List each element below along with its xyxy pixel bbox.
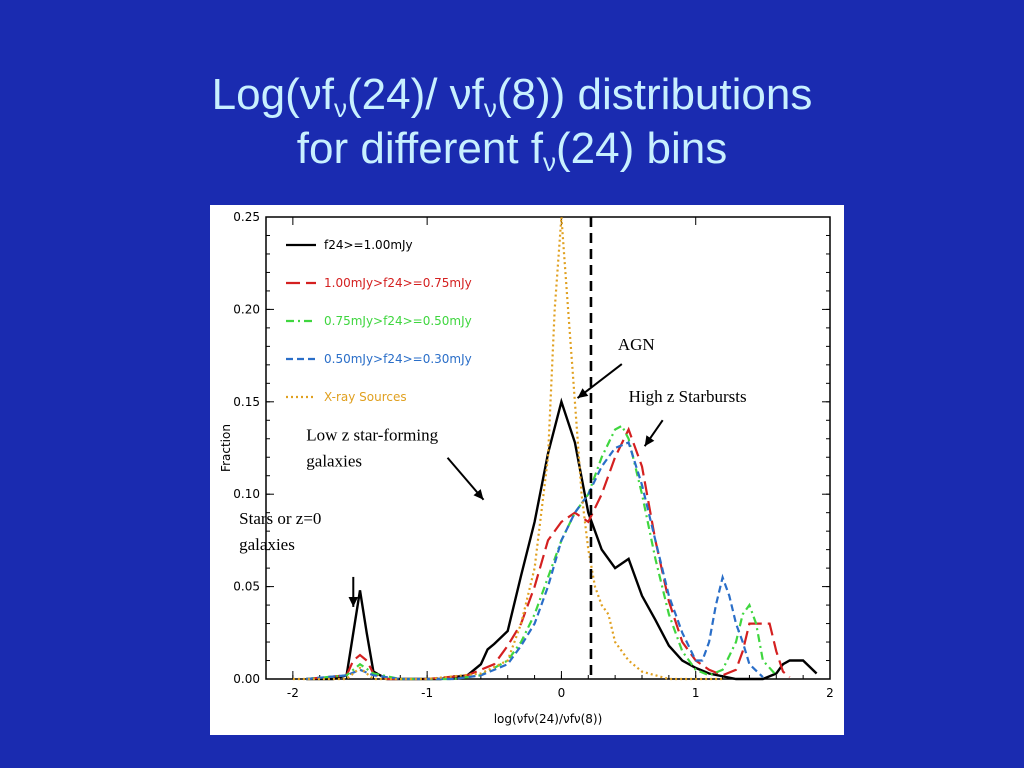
annotation-text-2: Low z star-forming (306, 426, 438, 445)
title-text-e: (24) bins (556, 124, 728, 173)
plot-panel: 0.00 0.05 0.10 0.15 0.20 0.25 -2 -1 0 1 2 log(νfν(2… (210, 205, 844, 735)
annotation-text-3-line2: galaxies (239, 535, 295, 554)
legend-label-2: 0.75mJy>f24>=0.50mJy (324, 314, 472, 328)
x-axis-label: log(νfν(24)/νfν(8)) (494, 712, 603, 726)
title-subscript-3: ν (543, 147, 557, 177)
annotation-text-1: High z Starbursts (629, 387, 747, 406)
plot-frame (265, 216, 831, 680)
x-tick-label-3: 1 (692, 686, 700, 700)
histogram-chart: 0.00 0.05 0.10 0.15 0.20 0.25 -2 -1 0 1 2 log(νfν(2… (219, 210, 834, 726)
legend-label-0: f24>=1.00mJy (324, 238, 413, 252)
series-line-2 (306, 424, 778, 681)
x-tick-label-2: 0 (558, 686, 566, 700)
series-line-1 (306, 426, 791, 681)
annotation-text-3: Stars or z=0 (239, 509, 321, 528)
title-text-b: (24)/ νf (346, 70, 484, 119)
y-tick-label-1: 0.05 (233, 580, 260, 594)
slide-title: Log(νfν(24)/ νfν(8)) distributions for d… (0, 68, 1024, 176)
series-line-3 (306, 441, 764, 681)
annotation-text-2-line2: galaxies (306, 452, 362, 471)
y-tick-label-4: 0.20 (233, 302, 260, 316)
annotation-arrowhead-1 (644, 435, 655, 447)
x-tick-label-1: -1 (421, 686, 433, 700)
y-tick-label-2: 0.10 (233, 487, 260, 501)
annotation-arrowhead-3 (348, 597, 359, 607)
x-tick-label-0: -2 (287, 686, 299, 700)
title-text-c: (8)) distributions (496, 70, 813, 119)
annotation-arrowhead-2 (473, 489, 484, 500)
x-tick-label-4: 2 (826, 686, 834, 700)
y-axis-label: Fraction (219, 424, 233, 472)
y-tick-label-5: 0.25 (233, 210, 260, 224)
title-subscript-2: ν (483, 93, 497, 123)
y-tick-label-3: 0.15 (233, 395, 260, 409)
title-text-a: Log(νf (211, 70, 334, 119)
title-subscript-1: ν (333, 93, 347, 123)
title-line-1: Log(νfν(24)/ νfν(8)) distributions (0, 68, 1024, 122)
annotation-arrowhead-0 (577, 388, 589, 399)
legend-label-4: X-ray Sources (324, 390, 407, 404)
legend-label-1: 1.00mJy>f24>=0.75mJy (324, 276, 472, 290)
title-line-2: for different fν(24) bins (0, 122, 1024, 176)
legend-label-3: 0.50mJy>f24>=0.30mJy (324, 352, 472, 366)
annotation-text-0: AGN (618, 335, 655, 354)
title-text-d: for different f (296, 124, 544, 173)
y-tick-label-0: 0.00 (233, 672, 260, 686)
